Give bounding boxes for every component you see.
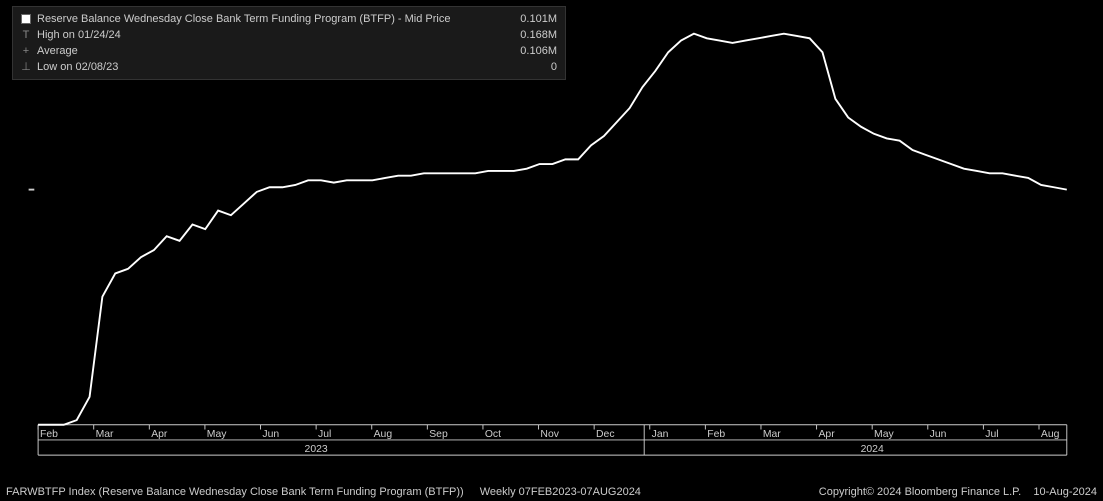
- svg-text:Jun: Jun: [262, 429, 279, 440]
- svg-text:Jul: Jul: [318, 429, 331, 440]
- svg-text:May: May: [874, 429, 894, 440]
- legend-marker-icon: [21, 14, 31, 24]
- svg-text:Jun: Jun: [930, 429, 947, 440]
- legend-value: 0.168M: [507, 27, 557, 43]
- svg-text:Nov: Nov: [540, 429, 559, 440]
- legend-value: 0: [507, 59, 557, 75]
- svg-text:Apr: Apr: [151, 429, 168, 440]
- svg-text:Jan: Jan: [652, 429, 669, 440]
- legend-row: + Average 0.106M: [21, 43, 557, 59]
- svg-text:Aug: Aug: [374, 429, 393, 440]
- legend-row: T High on 01/24/24 0.168M: [21, 27, 557, 43]
- legend-glyph-icon: +: [21, 43, 31, 59]
- svg-text:Jul: Jul: [985, 429, 998, 440]
- svg-text:Mar: Mar: [763, 429, 781, 440]
- legend-label: Average: [37, 43, 78, 59]
- svg-text:Feb: Feb: [40, 429, 58, 440]
- footer-left: FARWBTFP Index (Reserve Balance Wednesda…: [6, 486, 464, 498]
- legend-label: High on 01/24/24: [37, 27, 121, 43]
- svg-text:2023: 2023: [305, 444, 328, 455]
- svg-text:Aug: Aug: [1041, 429, 1060, 440]
- legend-value: 0.106M: [507, 43, 557, 59]
- footer-bar: FARWBTFP Index (Reserve Balance Wednesda…: [0, 483, 1103, 501]
- svg-text:2024: 2024: [861, 444, 884, 455]
- svg-text:Sep: Sep: [429, 429, 448, 440]
- svg-text:Apr: Apr: [818, 429, 835, 440]
- legend-value: 0.101M: [507, 11, 557, 27]
- svg-text:Feb: Feb: [707, 429, 725, 440]
- footer-center: Weekly 07FEB2023-07AUG2024: [464, 486, 819, 498]
- legend-glyph-icon: ⊥: [21, 59, 31, 75]
- svg-text:Oct: Oct: [485, 429, 501, 440]
- legend-row: Reserve Balance Wednesday Close Bank Ter…: [21, 11, 557, 27]
- legend-box: Reserve Balance Wednesday Close Bank Ter…: [12, 6, 566, 80]
- legend-label: Low on 02/08/23: [37, 59, 118, 75]
- svg-text:May: May: [207, 429, 227, 440]
- svg-text:Mar: Mar: [96, 429, 114, 440]
- legend-glyph-icon: T: [21, 27, 31, 43]
- legend-label: Reserve Balance Wednesday Close Bank Ter…: [37, 11, 450, 27]
- footer-right: Copyright© 2024 Bloomberg Finance L.P. 1…: [819, 486, 1097, 498]
- legend-row: ⊥ Low on 02/08/23 0: [21, 59, 557, 75]
- svg-text:Dec: Dec: [596, 429, 615, 440]
